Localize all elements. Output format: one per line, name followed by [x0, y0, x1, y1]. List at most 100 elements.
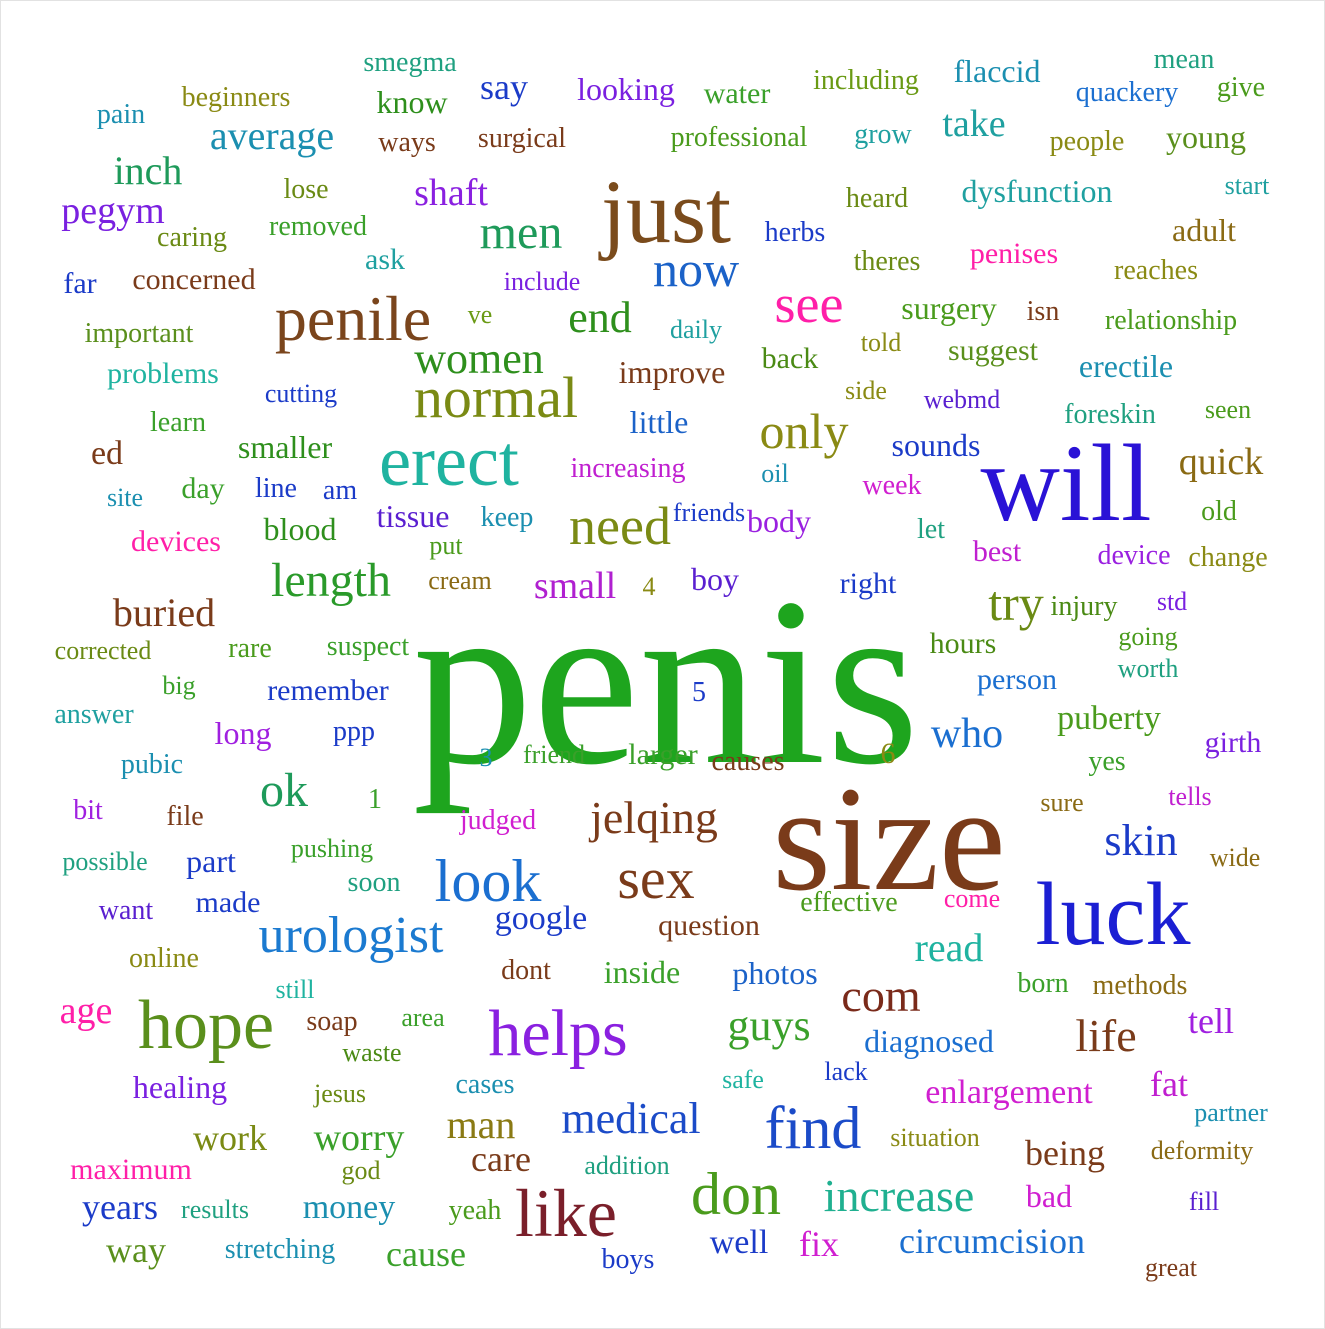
word-concerned: concerned	[132, 263, 256, 296]
word-length: length	[271, 554, 391, 607]
word-will: will	[980, 422, 1152, 544]
word-helps: helps	[488, 997, 628, 1070]
word-money: money	[302, 1189, 396, 1226]
word-waste: waste	[342, 1038, 402, 1067]
word-worth: worth	[1117, 654, 1179, 683]
word-buried: buried	[112, 590, 216, 635]
word-hours: hours	[929, 627, 997, 660]
word-body: body	[747, 503, 811, 539]
word-com: com	[841, 970, 921, 1021]
word-worry: worry	[313, 1117, 405, 1159]
word-webmd: webmd	[923, 385, 1001, 414]
word-relationship: relationship	[1104, 305, 1238, 336]
word-boy: boy	[691, 561, 739, 597]
word-man: man	[446, 1102, 516, 1147]
word-don: don	[691, 1161, 781, 1227]
word-luck: luck	[1035, 865, 1191, 964]
word-pegym: pegym	[61, 190, 165, 232]
word-beginners: beginners	[181, 82, 291, 113]
word-learn: learn	[150, 407, 206, 438]
word-blood: blood	[263, 511, 337, 547]
word-way: way	[106, 1230, 166, 1270]
word-devices: devices	[131, 525, 221, 558]
word-effective: effective	[800, 887, 898, 918]
word-cause: cause	[386, 1234, 466, 1274]
word-heard: heard	[845, 183, 909, 214]
word-cream: cream	[428, 566, 492, 595]
word-age: age	[59, 990, 113, 1032]
word-file: file	[166, 801, 204, 832]
word-still: still	[275, 975, 315, 1004]
word-see: see	[774, 274, 844, 334]
word-google: google	[494, 900, 588, 937]
word-isn: isn	[1026, 296, 1060, 327]
word-puberty: puberty	[1057, 700, 1161, 737]
word-friend: friend	[522, 740, 586, 769]
word-erectile: erectile	[1078, 348, 1174, 384]
word-ask: ask	[365, 243, 405, 276]
word-pushing: pushing	[290, 834, 374, 863]
word-flaccid: flaccid	[953, 53, 1041, 89]
word-find: find	[764, 1095, 862, 1161]
word-foreskin: foreskin	[1064, 399, 1156, 430]
word-online: online	[129, 943, 199, 974]
word-give: give	[1216, 72, 1266, 103]
word-want: want	[98, 895, 154, 926]
word-ok: ok	[260, 764, 308, 817]
word-need: need	[569, 496, 671, 556]
word-sure: sure	[1040, 788, 1084, 817]
word-normal: normal	[413, 365, 579, 430]
word-fill: fill	[1188, 1187, 1220, 1216]
word-put: put	[429, 531, 463, 560]
word-stretching: stretching	[224, 1234, 336, 1265]
word-lose: lose	[283, 174, 329, 205]
word-penis: penis	[412, 548, 920, 814]
word-problems: problems	[107, 357, 219, 390]
word-try: try	[988, 575, 1044, 631]
word-men: men	[479, 206, 563, 259]
word-going: going	[1118, 622, 1178, 651]
word-penile: penile	[274, 283, 432, 354]
word-told: told	[860, 328, 902, 357]
word-include: include	[503, 267, 581, 296]
word-yeah: yeah	[448, 1195, 502, 1226]
word-let: let	[917, 514, 945, 545]
word-quick: quick	[1178, 441, 1264, 483]
word-including: including	[813, 65, 919, 96]
word-device: device	[1097, 540, 1171, 571]
word-pubic: pubic	[120, 749, 184, 780]
word-maximum: maximum	[70, 1153, 192, 1186]
word-grow: grow	[854, 119, 912, 150]
word-reaches: reaches	[1114, 255, 1198, 286]
word-born: born	[1017, 968, 1069, 999]
word-say: say	[480, 67, 528, 107]
word-water: water	[703, 77, 771, 110]
word-hope: hope	[137, 987, 275, 1064]
word-being: being	[1025, 1133, 1105, 1173]
word-possible: possible	[62, 847, 148, 876]
word-rare: rare	[228, 633, 272, 664]
word-causes: causes	[711, 746, 785, 777]
word-side: side	[845, 376, 887, 405]
word-work: work	[193, 1118, 267, 1158]
word-size: size	[772, 756, 1006, 922]
word-deformity: deformity	[1150, 1136, 1254, 1165]
word-circumcision: circumcision	[899, 1221, 1085, 1261]
word-4: 4	[642, 572, 656, 601]
word-std: std	[1156, 587, 1188, 616]
word-dont: dont	[501, 955, 551, 986]
word-girth: girth	[1204, 726, 1262, 759]
word-line: line	[255, 473, 297, 504]
word-daily: daily	[670, 315, 722, 344]
word-sex: sex	[617, 846, 695, 911]
word-penises: penises	[969, 237, 1059, 270]
word-bad: bad	[1025, 1178, 1073, 1214]
word-tissue: tissue	[376, 498, 450, 534]
word-jesus: jesus	[314, 1079, 366, 1108]
word-fat: fat	[1150, 1064, 1188, 1104]
word-know: know	[376, 84, 448, 120]
word-enlargement: enlargement	[925, 1074, 1093, 1111]
word-inch: inch	[113, 148, 183, 193]
word-come: come	[943, 884, 1001, 913]
